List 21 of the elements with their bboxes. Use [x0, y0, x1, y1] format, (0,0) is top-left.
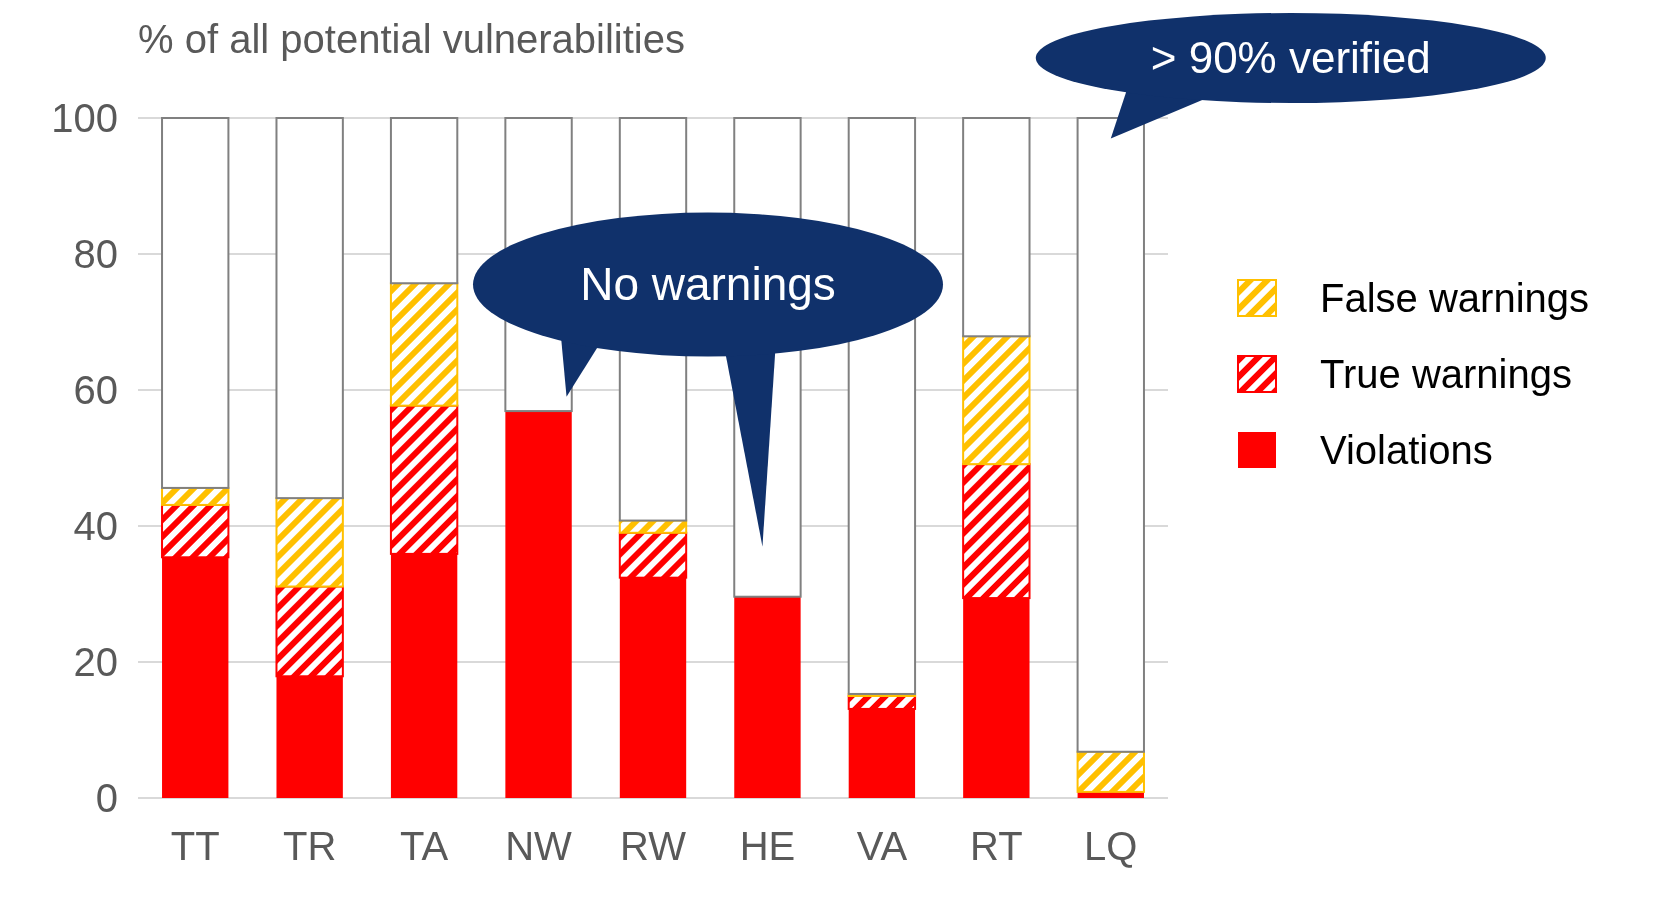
x-tick-label: NW	[505, 824, 573, 868]
x-tick-label: TR	[283, 824, 337, 868]
x-tick-label: HE	[739, 824, 796, 868]
y-tick-label: 100	[51, 96, 118, 140]
y-tick-label: 20	[73, 640, 118, 684]
x-tick-label: LQ	[1084, 824, 1138, 868]
y-axis-title: % of all potential vulnerabilities	[138, 17, 685, 61]
legend-label: True warnings	[1320, 352, 1572, 396]
x-tick-label: TA	[400, 824, 449, 868]
text: > 90% verified	[1150, 33, 1431, 82]
annotation: No warnings	[580, 257, 836, 310]
x-tick-label: VA	[856, 824, 908, 868]
x-tick-label: RT	[970, 824, 1023, 868]
legend-label: Violations	[1320, 428, 1493, 472]
y-tick-label: 40	[73, 504, 118, 548]
legend-label: False warnings	[1320, 276, 1590, 320]
x-tick-label: TT	[170, 824, 220, 868]
x-tick-label: RW	[620, 824, 687, 868]
y-tick-label: 60	[73, 368, 118, 412]
y-tick-label: 0	[95, 776, 118, 820]
y-tick-label: 80	[73, 232, 118, 276]
